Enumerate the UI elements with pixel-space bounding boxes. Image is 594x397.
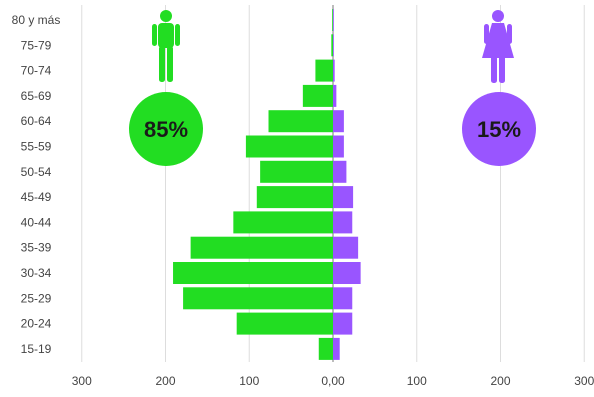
female-person-icon [482,10,514,83]
y-tick-label-9: 35-39 [21,241,52,255]
bar-right-13 [333,337,340,360]
x-tick-label-5: 200 [490,374,510,388]
y-tick-label-10: 30-34 [21,266,52,280]
x-tick-label-3: 0,00 [321,374,345,388]
bar-left-13 [318,337,333,360]
y-tick-label-0: 80 y más [12,13,61,27]
bar-left-10 [173,262,333,284]
x-tick-label-1: 200 [155,374,175,388]
bar-right-4 [333,110,344,133]
x-axis-labels: 300 200 100 0,00 100 200 300 [72,374,594,388]
bar-right-10 [333,262,361,284]
bar-left-0 [332,9,333,31]
y-tick-label-4: 60-64 [21,114,52,128]
x-tick-label-0: 300 [72,374,92,388]
bar-right-7 [333,186,354,209]
bar-left-4 [268,110,333,133]
y-tick-label-2: 70-74 [21,64,52,78]
bar-left-3 [302,84,333,107]
male-percentage-label: 85% [144,117,188,142]
bar-right-6 [333,160,347,183]
y-axis-labels: 80 y más 75-79 70-74 65-69 60-64 55-59 50-54 45… [12,13,61,356]
y-tick-label-1: 75-79 [21,38,52,52]
bar-left-9 [190,236,333,259]
y-tick-label-12: 20-24 [21,317,52,331]
bar-left-12 [236,312,333,335]
male-person-icon [152,10,180,82]
bar-left-5 [245,135,333,158]
bar-left-1 [331,34,333,57]
female-annotation: 15% [462,10,536,166]
y-tick-label-8: 40-44 [21,215,52,229]
female-percentage-label: 15% [477,117,521,142]
x-tick-label-6: 300 [574,374,594,388]
y-tick-label-3: 65-69 [21,89,52,103]
x-tick-label-2: 100 [239,374,259,388]
female-percentage-badge [462,92,536,166]
bar-left-6 [260,160,333,183]
bar-left-7 [256,186,333,209]
bar-right-12 [333,312,353,335]
bar-right-9 [333,236,359,259]
bar-left-8 [233,211,333,234]
bar-left-2 [315,59,333,82]
y-tick-label-5: 55-59 [21,140,52,154]
bar-right-3 [333,84,337,107]
bars [173,9,361,360]
y-tick-label-6: 50-54 [21,165,52,179]
male-percentage-badge [129,92,203,166]
bar-left-11 [183,287,333,310]
bar-right-1 [333,34,334,57]
bar-right-8 [333,211,353,234]
y-tick-label-11: 25-29 [21,291,52,305]
bar-right-5 [333,135,344,158]
bar-right-2 [333,59,335,82]
y-tick-label-13: 15-19 [21,342,52,356]
y-tick-label-7: 45-49 [21,190,52,204]
x-tick-label-4: 100 [407,374,427,388]
bar-right-11 [333,287,353,310]
bar-right-0 [333,9,334,31]
male-annotation: 85% [129,10,203,166]
